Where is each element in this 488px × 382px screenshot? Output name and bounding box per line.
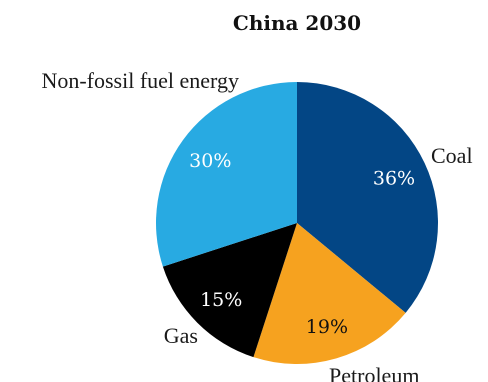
category-labels: Coal Petroleum Gas Non-fossil fuel energy: [41, 68, 472, 382]
slice-value-label-gas: 15%: [200, 289, 242, 311]
percentage-labels: 36% 19% 15% 30%: [189, 150, 415, 338]
pie-slice-non-fossil-fuel-energy: [155, 82, 297, 267]
slice-value-label-non-fossil-fuel-energy: 30%: [189, 150, 231, 172]
pie-slice-coal: [297, 82, 439, 313]
pie-slices: [155, 82, 439, 365]
pie-slice-gas: [162, 223, 297, 358]
slice-value-label-petroleum: 19%: [306, 316, 348, 338]
chart-title: China 2030: [233, 11, 361, 35]
slice-category-label-coal: Coal: [431, 143, 473, 168]
slice-category-label-non-fossil-fuel-energy: Non-fossil fuel energy: [41, 68, 239, 93]
slice-category-label-gas: Gas: [164, 323, 198, 348]
slice-category-label-petroleum: Petroleum: [329, 363, 419, 382]
slice-value-label-coal: 36%: [373, 167, 415, 189]
pie-slice-petroleum: [253, 223, 406, 365]
